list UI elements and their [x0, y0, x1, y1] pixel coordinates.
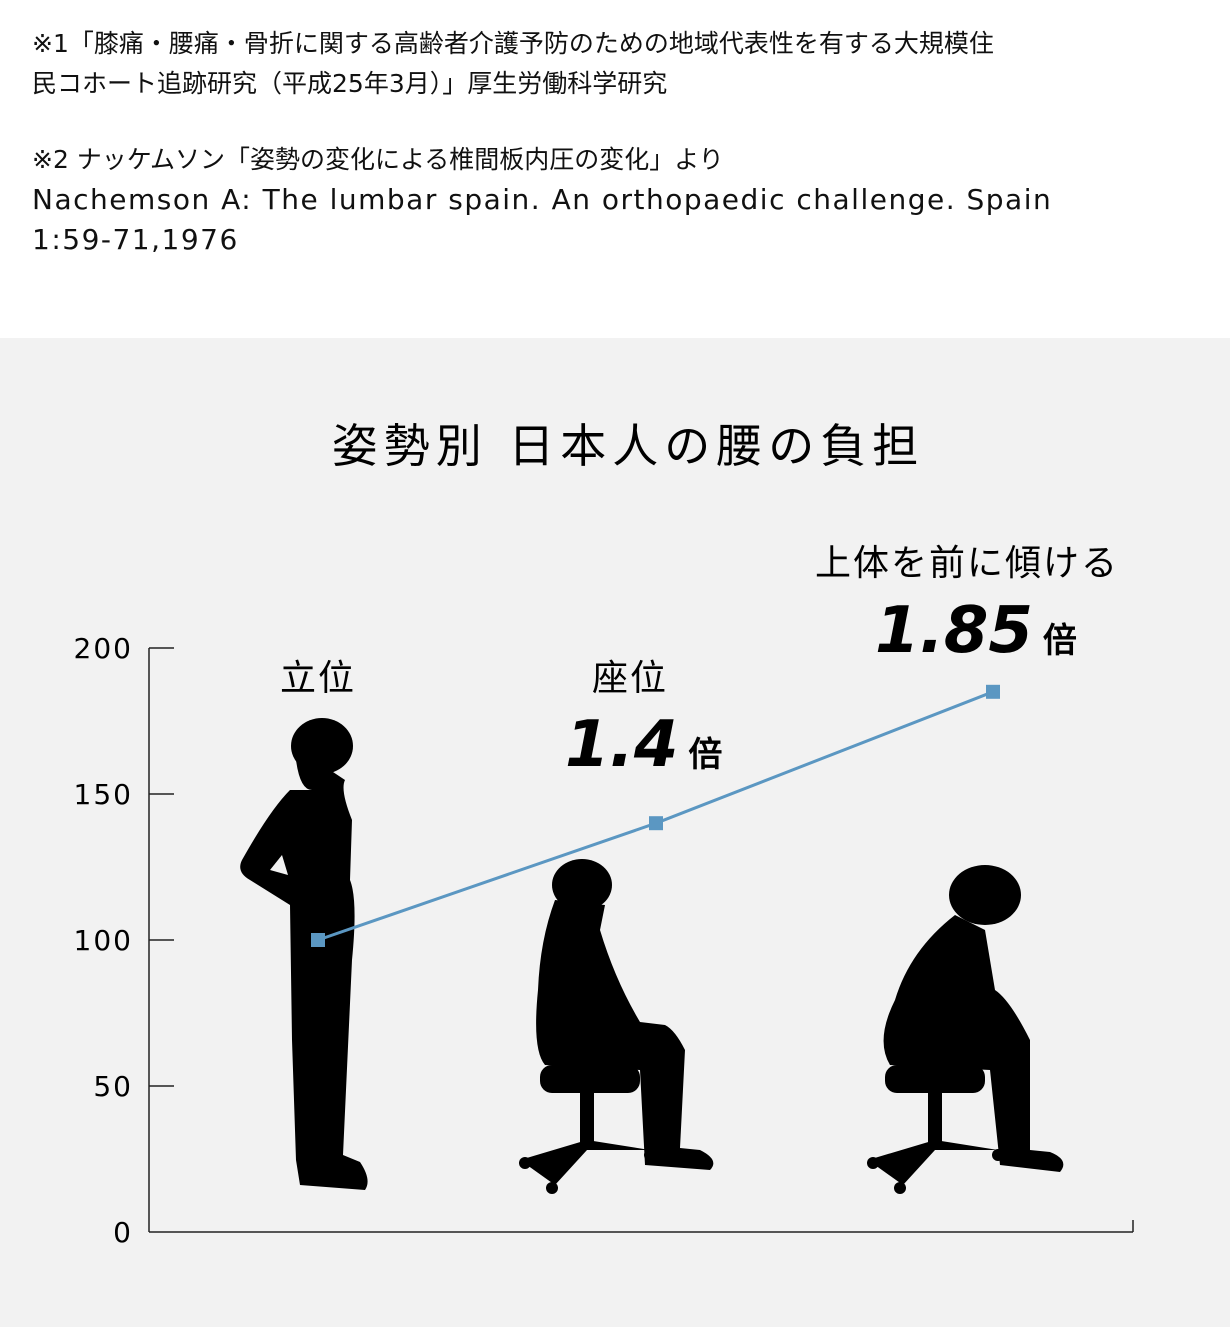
note1-line1: ※1「膝痛・腰痛・骨折に関する高齢者介護予防のための地域代表性を有する大規模住 — [32, 29, 994, 58]
y-tick-label: 200 — [74, 632, 133, 665]
note2-line3: 1:59-71,1976 — [32, 223, 239, 256]
y-tick-label: 50 — [93, 1070, 133, 1103]
footnotes: ※1「膝痛・腰痛・骨折に関する高齢者介護予防のための地域代表性を有する大規模住 … — [32, 24, 1212, 260]
category-label: 上体を前に傾ける — [815, 543, 1119, 584]
data-point — [311, 933, 325, 947]
y-tick-label: 150 — [74, 778, 133, 811]
leaning-person-silhouette — [867, 865, 1064, 1194]
multiplier-label: 1.85 — [875, 594, 1033, 668]
note2-line1: ※2 ナッケムソン「姿勢の変化による椎間板内圧の変化」より — [32, 145, 724, 174]
multiplier-unit: 倍 — [688, 735, 722, 775]
standing-person-silhouette — [240, 718, 368, 1190]
category-label: 座位 — [592, 658, 668, 699]
data-point — [649, 816, 663, 831]
y-tick-label: 0 — [113, 1216, 133, 1249]
y-tick-label: 100 — [74, 924, 133, 957]
multiplier-unit: 倍 — [1043, 621, 1077, 661]
chart-title: 姿勢別 日本人の腰の負担 — [332, 419, 925, 473]
seated-person-silhouette — [519, 859, 714, 1194]
multiplier-label: 1.4 — [565, 708, 678, 782]
data-point — [986, 684, 1000, 699]
note1-line2: 民コホート追跡研究（平成25年3月）」厚生労働科学研究 — [32, 69, 668, 98]
category-label: 立位 — [280, 658, 356, 699]
note2-line2: Nachemson A: The lumbar spain. An orthop… — [32, 183, 1053, 216]
